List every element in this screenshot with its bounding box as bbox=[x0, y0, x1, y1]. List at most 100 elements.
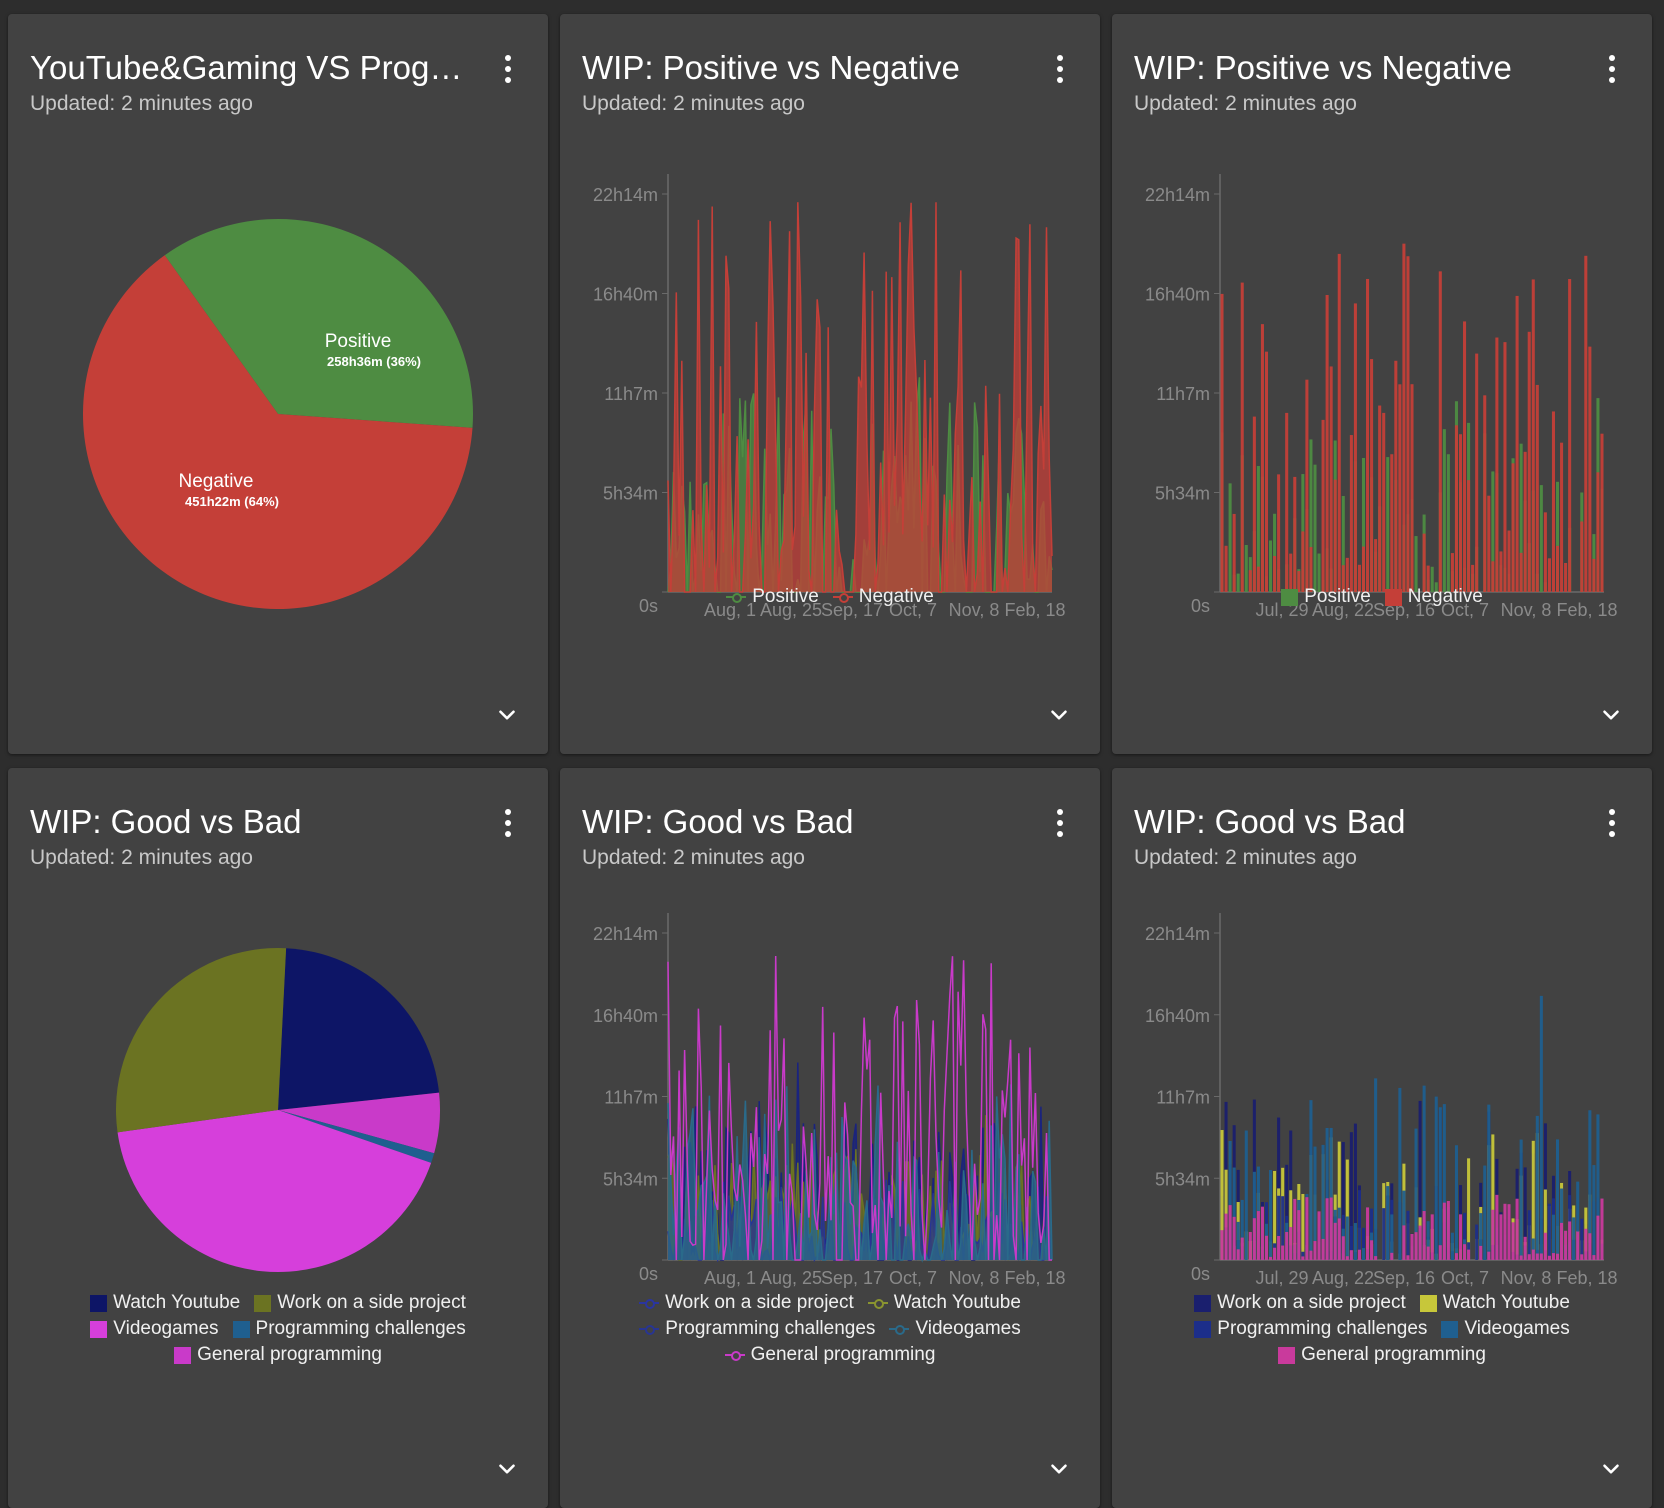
bar bbox=[1442, 1104, 1446, 1260]
x-tick-label: Nov, 8 bbox=[949, 1268, 1000, 1288]
series-area bbox=[668, 202, 1052, 592]
legend: Positive Negative bbox=[560, 586, 1100, 608]
bar bbox=[1325, 1127, 1329, 1260]
chevron-down-icon[interactable] bbox=[1046, 702, 1072, 728]
bar bbox=[1519, 1139, 1523, 1260]
legend-item[interactable]: Programming challenges bbox=[1194, 1318, 1427, 1340]
legend-item[interactable]: Negative bbox=[832, 586, 934, 608]
chevron-down-icon[interactable] bbox=[1046, 1456, 1072, 1482]
bar bbox=[1523, 451, 1527, 592]
menu-dot bbox=[505, 831, 511, 837]
legend-item[interactable]: General programming bbox=[1278, 1344, 1486, 1366]
legend-item[interactable]: Videogames bbox=[1441, 1318, 1570, 1340]
more-vert-icon[interactable] bbox=[1048, 806, 1072, 840]
x-tick-label: Nov, 8 bbox=[949, 600, 1000, 620]
bar bbox=[1305, 379, 1309, 592]
bar bbox=[1357, 564, 1361, 592]
more-vert-icon[interactable] bbox=[1048, 52, 1072, 86]
chart-card: WIP: Good vs Bad Updated: 2 minutes ago 0s… bbox=[1112, 768, 1652, 1508]
bar bbox=[1240, 282, 1244, 592]
bar bbox=[1551, 1214, 1555, 1260]
bar bbox=[1289, 1226, 1293, 1260]
y-tick-label: 11h7m bbox=[1156, 384, 1210, 404]
bar bbox=[1301, 531, 1305, 592]
legend-swatch bbox=[724, 1349, 745, 1361]
bar bbox=[1309, 1100, 1313, 1260]
x-tick-label: Aug, 25 bbox=[760, 600, 822, 620]
legend-item[interactable]: Work on a side project bbox=[254, 1292, 466, 1314]
pie-slice bbox=[117, 1110, 432, 1272]
bar bbox=[1374, 1256, 1378, 1260]
bar bbox=[1511, 463, 1515, 592]
legend-item[interactable]: General programming bbox=[724, 1344, 935, 1366]
chart-canvas: Positive 258h36m (36%) Negative 451h22m (64… bbox=[83, 219, 473, 609]
legend: Watch Youtube Work on a side project Video… bbox=[8, 1292, 548, 1366]
bar bbox=[1422, 1085, 1426, 1260]
bar bbox=[1543, 1232, 1547, 1260]
bar bbox=[1398, 384, 1402, 592]
legend-swatch bbox=[867, 1297, 888, 1309]
bar bbox=[1483, 1165, 1487, 1260]
bar bbox=[1434, 582, 1438, 592]
bar bbox=[1442, 429, 1446, 592]
legend-item[interactable]: Positive bbox=[1281, 586, 1371, 608]
more-vert-icon[interactable] bbox=[1600, 806, 1624, 840]
y-tick-label: 22h14m bbox=[593, 185, 658, 205]
bar bbox=[1479, 1213, 1483, 1260]
bar bbox=[1422, 533, 1426, 592]
chevron-down-icon[interactable] bbox=[1598, 1456, 1624, 1482]
chevron-down-icon[interactable] bbox=[1598, 702, 1624, 728]
more-vert-icon[interactable] bbox=[496, 806, 520, 840]
bar bbox=[1584, 1228, 1588, 1260]
legend-label: Work on a side project bbox=[1217, 1292, 1406, 1313]
bar bbox=[1273, 1170, 1277, 1260]
menu-dot bbox=[1609, 77, 1615, 83]
bar bbox=[1539, 1253, 1543, 1260]
legend-label: Videogames bbox=[113, 1318, 219, 1339]
bar bbox=[1394, 360, 1398, 592]
bar bbox=[1580, 1254, 1584, 1260]
bar bbox=[1454, 1253, 1458, 1260]
menu-dot bbox=[1057, 66, 1063, 72]
legend-item[interactable]: Videogames bbox=[90, 1318, 219, 1340]
more-vert-icon[interactable] bbox=[496, 52, 520, 86]
legend-item[interactable]: Watch Youtube bbox=[1419, 1292, 1570, 1314]
chevron-down-icon[interactable] bbox=[494, 702, 520, 728]
legend-item[interactable]: Videogames bbox=[889, 1318, 1021, 1340]
more-vert-icon[interactable] bbox=[1600, 52, 1624, 86]
legend-swatch bbox=[90, 1320, 108, 1338]
bar bbox=[1414, 1128, 1418, 1260]
bar bbox=[1357, 1249, 1361, 1260]
bar bbox=[1345, 1159, 1349, 1260]
legend-item[interactable]: General programming bbox=[174, 1344, 382, 1366]
bar bbox=[1463, 1244, 1467, 1260]
legend-item[interactable]: Watch Youtube bbox=[867, 1292, 1021, 1314]
legend-label: Programming challenges bbox=[255, 1318, 466, 1339]
legend-item[interactable]: Programming challenges bbox=[639, 1318, 875, 1340]
bar bbox=[1240, 1237, 1244, 1260]
x-tick-label: Nov, 8 bbox=[1501, 600, 1552, 620]
legend-item[interactable]: Positive bbox=[726, 586, 819, 608]
x-tick-label: Jul, 29 bbox=[1255, 1268, 1308, 1288]
bar bbox=[1592, 1165, 1596, 1260]
bar bbox=[1555, 1139, 1560, 1260]
legend-swatch bbox=[90, 1294, 108, 1312]
bar bbox=[1297, 1210, 1301, 1260]
bar bbox=[1329, 1127, 1333, 1260]
bar bbox=[1345, 1216, 1349, 1260]
legend-item[interactable]: Work on a side project bbox=[1194, 1292, 1406, 1314]
bar bbox=[1491, 1209, 1495, 1260]
x-tick-label: Sep, 16 bbox=[1373, 1268, 1435, 1288]
menu-dot bbox=[1057, 831, 1063, 837]
legend-label: Videogames bbox=[1464, 1318, 1570, 1339]
legend-item[interactable]: Work on a side project bbox=[639, 1292, 854, 1314]
y-tick-label: 5h34m bbox=[603, 1169, 658, 1189]
bar bbox=[1499, 551, 1503, 592]
legend-item[interactable]: Watch Youtube bbox=[90, 1292, 240, 1314]
chevron-down-icon[interactable] bbox=[494, 1456, 520, 1482]
chart-card: YouTube&Gaming VS Progra... Updated: 2 mi… bbox=[8, 14, 548, 754]
legend-item[interactable]: Programming challenges bbox=[232, 1318, 466, 1340]
legend-item[interactable]: Negative bbox=[1384, 586, 1483, 608]
bar bbox=[1515, 1198, 1519, 1260]
bar bbox=[1317, 1211, 1321, 1260]
